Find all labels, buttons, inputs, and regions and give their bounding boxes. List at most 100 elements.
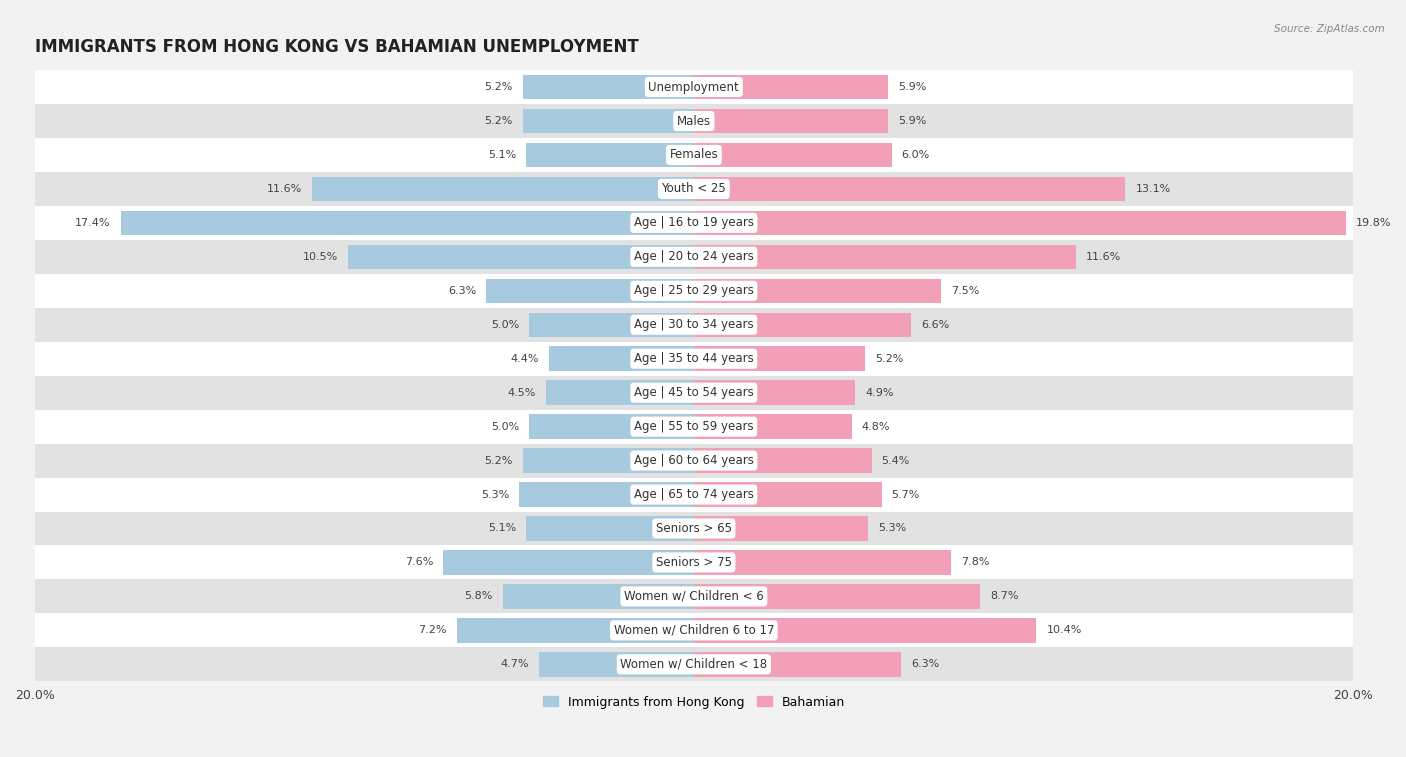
Text: 19.8%: 19.8% — [1355, 218, 1392, 228]
Text: 4.8%: 4.8% — [862, 422, 890, 431]
Bar — [347, 245, 693, 269]
Text: 5.1%: 5.1% — [488, 150, 516, 160]
Bar — [526, 516, 693, 540]
Text: 5.2%: 5.2% — [484, 82, 513, 92]
Text: 6.0%: 6.0% — [901, 150, 929, 160]
Bar — [523, 75, 693, 99]
Bar — [693, 279, 941, 303]
Text: Women w/ Children 6 to 17: Women w/ Children 6 to 17 — [613, 624, 775, 637]
Text: Females: Females — [669, 148, 718, 161]
Bar — [457, 618, 693, 643]
Bar — [519, 482, 693, 506]
Text: 6.6%: 6.6% — [921, 319, 949, 330]
Bar — [693, 210, 1346, 235]
Text: Seniors > 65: Seniors > 65 — [655, 522, 733, 535]
Bar — [35, 444, 1353, 478]
Bar — [529, 414, 693, 439]
Text: 10.4%: 10.4% — [1046, 625, 1081, 635]
Text: 7.8%: 7.8% — [960, 557, 990, 568]
Bar — [35, 308, 1353, 341]
Text: 5.4%: 5.4% — [882, 456, 910, 466]
Text: Age | 20 to 24 years: Age | 20 to 24 years — [634, 251, 754, 263]
Text: 10.5%: 10.5% — [302, 252, 337, 262]
Text: 5.7%: 5.7% — [891, 490, 920, 500]
Text: 8.7%: 8.7% — [990, 591, 1019, 601]
Text: Age | 35 to 44 years: Age | 35 to 44 years — [634, 352, 754, 365]
Bar — [548, 347, 693, 371]
Bar — [35, 274, 1353, 308]
Text: 5.3%: 5.3% — [879, 524, 907, 534]
Text: 7.5%: 7.5% — [950, 286, 979, 296]
Bar — [693, 143, 891, 167]
Text: Youth < 25: Youth < 25 — [661, 182, 727, 195]
Bar — [35, 512, 1353, 546]
Text: Age | 16 to 19 years: Age | 16 to 19 years — [634, 217, 754, 229]
Bar — [35, 647, 1353, 681]
Bar — [693, 313, 911, 337]
Bar — [35, 341, 1353, 375]
Text: Age | 25 to 29 years: Age | 25 to 29 years — [634, 285, 754, 298]
Bar — [693, 245, 1076, 269]
Bar — [693, 109, 889, 133]
Text: Age | 60 to 64 years: Age | 60 to 64 years — [634, 454, 754, 467]
Text: 6.3%: 6.3% — [911, 659, 939, 669]
Text: Unemployment: Unemployment — [648, 80, 740, 94]
Bar — [693, 550, 950, 575]
Bar — [693, 584, 980, 609]
Bar — [693, 381, 855, 405]
Bar — [35, 546, 1353, 579]
Bar — [503, 584, 693, 609]
Text: IMMIGRANTS FROM HONG KONG VS BAHAMIAN UNEMPLOYMENT: IMMIGRANTS FROM HONG KONG VS BAHAMIAN UN… — [35, 38, 638, 56]
Text: 5.3%: 5.3% — [481, 490, 509, 500]
Bar — [121, 210, 693, 235]
Text: 7.6%: 7.6% — [405, 557, 433, 568]
Bar — [529, 313, 693, 337]
Bar — [35, 478, 1353, 512]
Text: 5.1%: 5.1% — [488, 524, 516, 534]
Bar — [526, 143, 693, 167]
Bar — [35, 579, 1353, 613]
Text: 5.9%: 5.9% — [898, 82, 927, 92]
Legend: Immigrants from Hong Kong, Bahamian: Immigrants from Hong Kong, Bahamian — [537, 690, 851, 714]
Text: Age | 65 to 74 years: Age | 65 to 74 years — [634, 488, 754, 501]
Text: 11.6%: 11.6% — [1085, 252, 1121, 262]
Bar — [443, 550, 693, 575]
Bar — [35, 70, 1353, 104]
Text: 7.2%: 7.2% — [418, 625, 447, 635]
Text: 17.4%: 17.4% — [75, 218, 111, 228]
Bar — [486, 279, 693, 303]
Text: Women w/ Children < 18: Women w/ Children < 18 — [620, 658, 768, 671]
Text: Women w/ Children < 6: Women w/ Children < 6 — [624, 590, 763, 603]
Bar — [35, 613, 1353, 647]
Text: 4.4%: 4.4% — [510, 354, 538, 363]
Bar — [693, 448, 872, 473]
Bar — [693, 75, 889, 99]
Text: 5.8%: 5.8% — [464, 591, 494, 601]
Text: Age | 45 to 54 years: Age | 45 to 54 years — [634, 386, 754, 399]
Bar — [35, 240, 1353, 274]
Text: 4.5%: 4.5% — [508, 388, 536, 397]
Bar — [523, 448, 693, 473]
Bar — [35, 375, 1353, 410]
Bar — [35, 104, 1353, 138]
Bar — [693, 176, 1125, 201]
Bar — [693, 618, 1036, 643]
Text: Age | 30 to 34 years: Age | 30 to 34 years — [634, 318, 754, 332]
Text: Age | 55 to 59 years: Age | 55 to 59 years — [634, 420, 754, 433]
Text: 5.2%: 5.2% — [875, 354, 904, 363]
Bar — [693, 516, 869, 540]
Bar — [523, 109, 693, 133]
Bar — [546, 381, 693, 405]
Text: 6.3%: 6.3% — [449, 286, 477, 296]
Text: 4.7%: 4.7% — [501, 659, 529, 669]
Bar — [693, 652, 901, 677]
Text: 13.1%: 13.1% — [1135, 184, 1171, 194]
Text: 5.2%: 5.2% — [484, 116, 513, 126]
Bar — [35, 138, 1353, 172]
Text: 5.0%: 5.0% — [491, 319, 519, 330]
Bar — [693, 414, 852, 439]
Text: Males: Males — [676, 114, 711, 127]
Text: 11.6%: 11.6% — [267, 184, 302, 194]
Text: 5.9%: 5.9% — [898, 116, 927, 126]
Bar — [35, 172, 1353, 206]
